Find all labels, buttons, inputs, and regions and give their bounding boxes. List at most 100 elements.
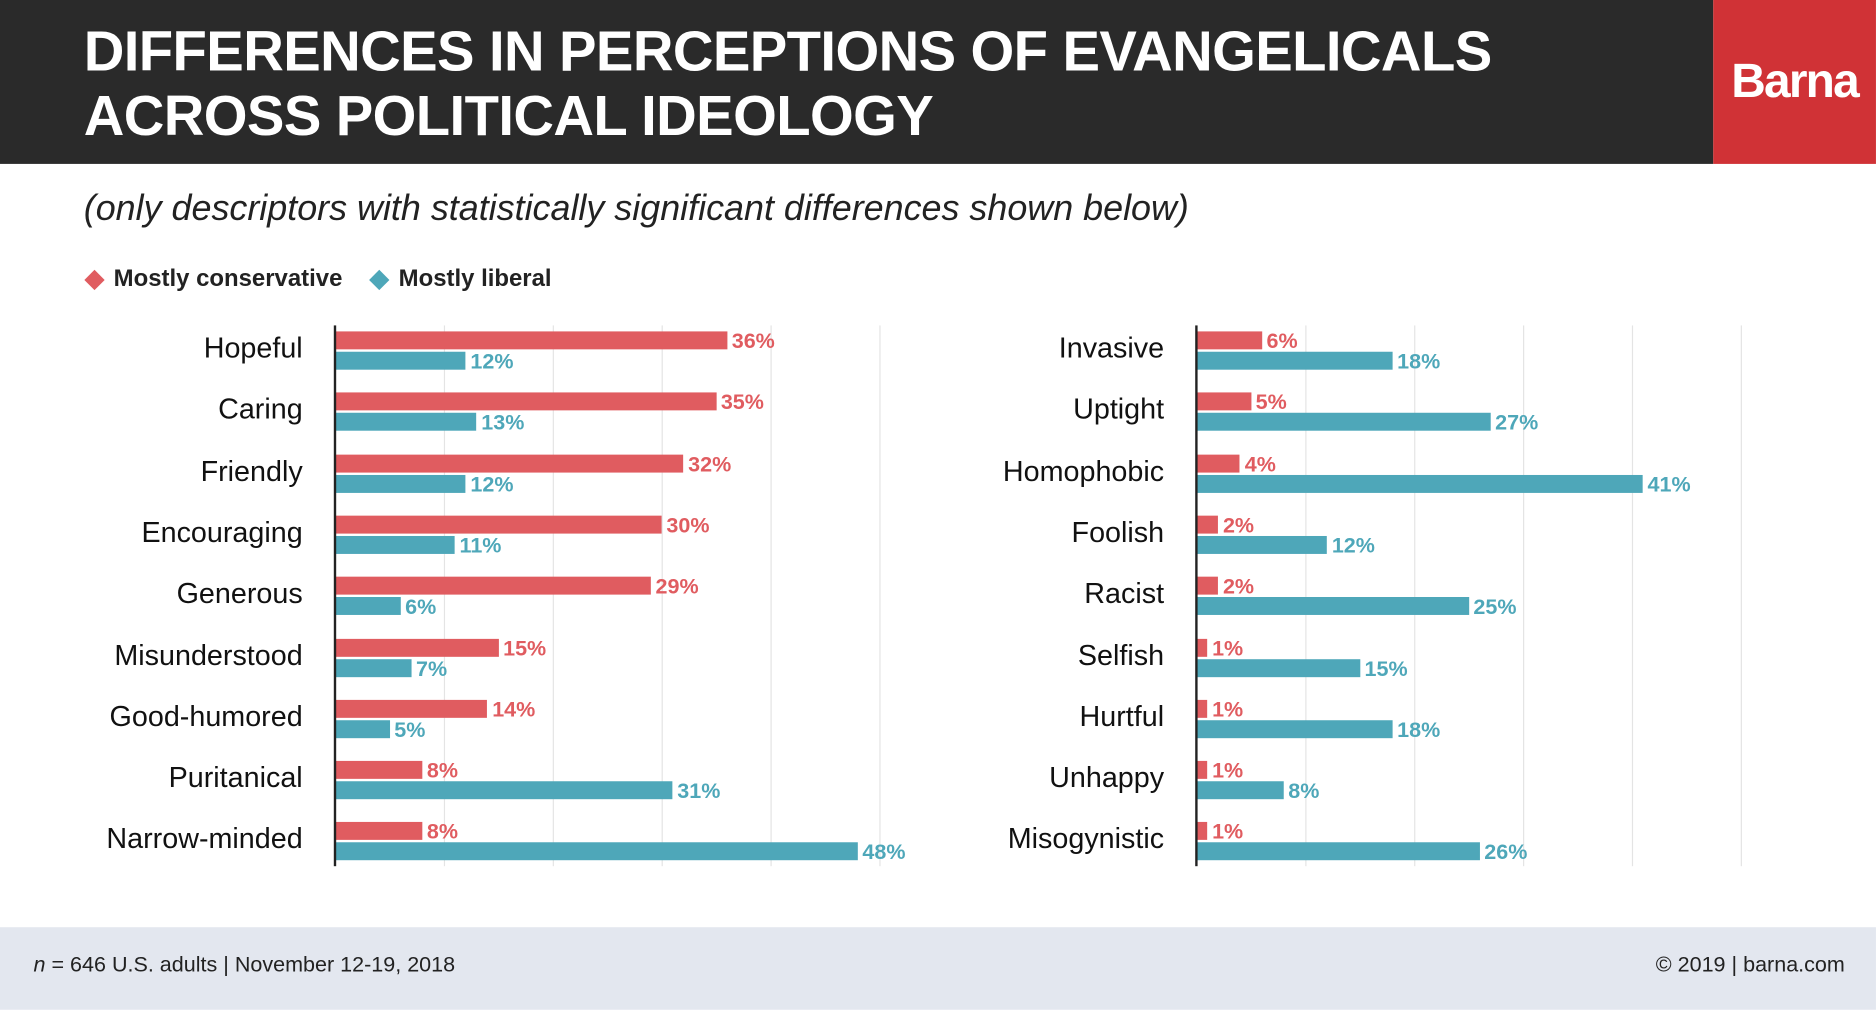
- bar-conservative: [334, 638, 499, 657]
- bar-liberal: [1196, 842, 1480, 861]
- value-label: 31%: [677, 778, 721, 803]
- value-label: 25%: [1473, 594, 1517, 619]
- gridline: [1740, 325, 1742, 867]
- value-label: 1%: [1212, 697, 1244, 722]
- bar-liberal: [334, 474, 466, 493]
- category-label: Narrow-minded: [106, 823, 303, 856]
- gridline: [443, 325, 446, 867]
- bar-liberal: [334, 658, 412, 677]
- bar-liberal: [334, 413, 477, 432]
- gridline: [1523, 325, 1525, 867]
- value-label: 4%: [1244, 451, 1276, 476]
- bar-liberal: [334, 781, 673, 800]
- bar-liberal: [1196, 535, 1328, 554]
- legend-label: Mostly liberal: [398, 265, 552, 292]
- value-label: 2%: [1222, 513, 1255, 538]
- barna-logo: Barna: [1713, 0, 1876, 164]
- category-label: Friendly: [200, 455, 303, 488]
- bar-conservative: [1196, 699, 1208, 718]
- value-label: 1%: [1212, 758, 1244, 783]
- bar-liberal: [1196, 719, 1393, 738]
- chart-title: DIFFERENCES IN PERCEPTIONS OF EVANGELICA…: [84, 19, 1492, 148]
- bar-liberal: [1196, 658, 1360, 677]
- n-label: n: [33, 952, 46, 977]
- value-label: 15%: [1364, 656, 1408, 681]
- value-label: 5%: [1255, 390, 1287, 415]
- bar-liberal: [334, 597, 401, 616]
- category-label: Hurtful: [1079, 700, 1165, 734]
- gridline: [770, 325, 772, 867]
- value-label: 11%: [459, 533, 502, 558]
- bar-conservative: [334, 392, 717, 411]
- axis-line: [1195, 325, 1198, 867]
- bar-conservative: [1196, 392, 1251, 411]
- category-label: Good-humored: [109, 700, 303, 734]
- bar-conservative: [1196, 454, 1240, 473]
- bar-liberal: [1196, 597, 1469, 616]
- value-label: 12%: [470, 349, 514, 374]
- bar-conservative: [334, 576, 651, 595]
- bar-conservative: [1196, 761, 1208, 779]
- value-label: 8%: [426, 820, 458, 844]
- value-label: 12%: [1331, 533, 1375, 558]
- category-label: Encouraging: [141, 516, 303, 550]
- value-label: 18%: [1397, 349, 1441, 374]
- category-label: Unhappy: [1049, 762, 1165, 795]
- bar-conservative: [1196, 822, 1208, 841]
- bar-liberal: [334, 535, 455, 554]
- category-label: Foolish: [1071, 516, 1165, 550]
- bar-conservative: [334, 515, 662, 534]
- bar-conservative: [1196, 331, 1262, 350]
- bar-conservative: [1196, 576, 1219, 595]
- bar-conservative: [334, 761, 423, 779]
- category-label: Uptight: [1073, 393, 1165, 427]
- value-label: 12%: [470, 472, 514, 497]
- value-label: 8%: [426, 758, 458, 783]
- value-label: 35%: [720, 390, 764, 415]
- subtitle: (only descriptors with statistically sig…: [83, 189, 1189, 229]
- copyright: © 2019 | barna.com: [1655, 952, 1845, 977]
- value-label: 1%: [1212, 635, 1244, 660]
- value-label: 8%: [1288, 778, 1320, 803]
- title-line-2: ACROSS POLITICAL IDEOLOGY: [83, 83, 934, 148]
- value-label: 14%: [492, 697, 536, 722]
- footer: n = 646 U.S. adults | November 12-19, 20…: [0, 927, 1876, 1010]
- category-label: Homophobic: [1002, 455, 1165, 488]
- bar-liberal: [1196, 413, 1491, 432]
- value-label: 7%: [415, 656, 448, 681]
- value-label: 2%: [1222, 574, 1255, 599]
- category-label: Caring: [218, 393, 303, 427]
- category-label: Racist: [1084, 578, 1165, 611]
- gridline: [552, 325, 554, 867]
- legend: Mostly conservative Mostly liberal: [84, 266, 552, 294]
- category-label: Misogynistic: [1007, 823, 1165, 856]
- value-label: 27%: [1495, 410, 1539, 435]
- value-label: 5%: [394, 717, 426, 742]
- value-label: 13%: [481, 410, 525, 435]
- axis-line: [333, 325, 337, 867]
- value-label: 18%: [1397, 717, 1441, 742]
- value-label: 15%: [503, 635, 547, 660]
- gridline: [1414, 325, 1416, 867]
- value-label: 32%: [688, 451, 732, 476]
- value-label: 6%: [405, 594, 437, 619]
- gridline: [879, 325, 881, 867]
- category-label: Puritanical: [168, 762, 303, 795]
- category-label: Selfish: [1077, 639, 1165, 672]
- gridline: [661, 325, 663, 867]
- legend-label: Mostly conservative: [113, 265, 343, 292]
- bar-conservative: [334, 454, 684, 473]
- header: DIFFERENCES IN PERCEPTIONS OF EVANGELICA…: [0, 0, 1714, 164]
- bar-liberal: [1196, 351, 1393, 370]
- bar-conservative: [1196, 638, 1208, 657]
- bar-liberal: [334, 719, 390, 738]
- bar-conservative: [334, 331, 727, 350]
- value-label: 30%: [666, 513, 710, 538]
- sample-note: n = 646 U.S. adults | November 12-19, 20…: [33, 952, 455, 977]
- bar-liberal: [334, 351, 466, 370]
- bar-conservative: [1196, 515, 1219, 534]
- value-label: 6%: [1266, 329, 1298, 353]
- bar-liberal: [334, 842, 858, 861]
- value-label: 1%: [1212, 820, 1244, 844]
